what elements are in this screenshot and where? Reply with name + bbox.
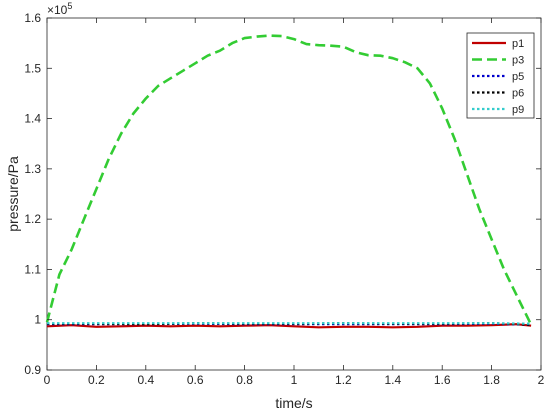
legend-label-p1: p1 <box>512 38 524 50</box>
series-line-p3 <box>45 34 533 326</box>
series-line-p9 <box>47 322 532 325</box>
x-axis-label: time/s <box>275 395 312 411</box>
x-tick-label: 0.2 <box>88 373 105 387</box>
y-axis-label: pressure/Pa <box>5 156 21 232</box>
legend-label-p6: p6 <box>512 88 524 100</box>
y-tick-label: 1.3 <box>24 162 41 176</box>
y-axis-exponent: ×105 <box>47 1 72 17</box>
legend-label-p5: p5 <box>512 71 524 83</box>
x-tick-label: 0.6 <box>187 373 204 387</box>
x-tick-label: 0.4 <box>137 373 154 387</box>
x-tick-label: 0 <box>44 373 51 387</box>
y-tick-label: 1.4 <box>24 112 41 126</box>
plot-area <box>46 17 542 371</box>
y-tick-label: 1.2 <box>24 212 41 226</box>
x-tick-label: 1.8 <box>483 373 500 387</box>
y-tick-label: 0.9 <box>24 363 41 377</box>
legend-label-p9: p9 <box>512 104 524 116</box>
legend: p1 p3 p5 p6 p9 <box>466 32 535 119</box>
axes: 0 0.2 0.4 0.6 0.8 1 1.2 1.4 1.6 1.8 2 0.9 1 1.1 1.2 1.3… <box>24 11 544 387</box>
x-tick-label: 1.6 <box>434 373 451 387</box>
x-tick-label: 1.2 <box>335 373 352 387</box>
x-tick-label: 1 <box>291 373 298 387</box>
x-tick-label: 0.8 <box>236 373 253 387</box>
y-tick-label: 1 <box>34 313 41 327</box>
series-layer <box>45 34 533 329</box>
y-tick-label: 1.1 <box>24 262 41 276</box>
series-line-p1 <box>46 323 532 329</box>
y-tick-label: 1.6 <box>24 11 41 25</box>
legend-label-p3: p3 <box>512 55 524 67</box>
x-tick-label: 2 <box>538 373 545 387</box>
y-tick-label: 1.5 <box>24 61 41 75</box>
x-tick-label: 1.4 <box>384 373 401 387</box>
